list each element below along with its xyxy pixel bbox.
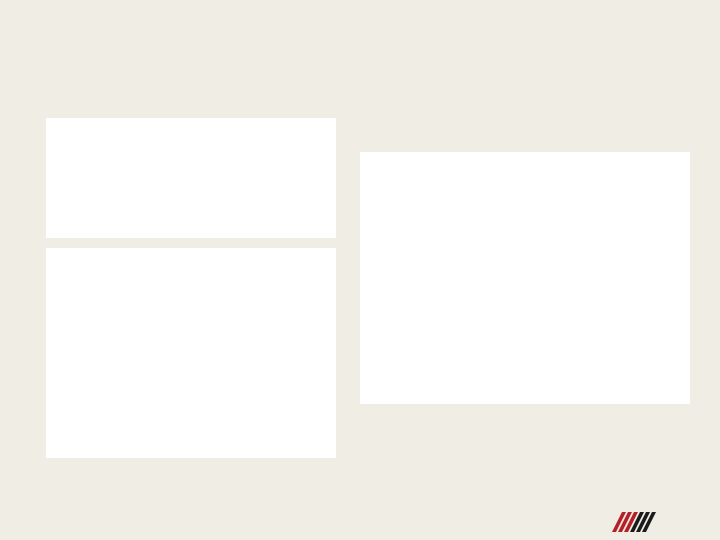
figure-bs-d-chart (46, 248, 336, 458)
figure-src-diagram (360, 152, 690, 404)
footer (0, 506, 720, 530)
footer-logo-icon (612, 510, 660, 534)
footer-event (190, 516, 197, 530)
slide (0, 0, 720, 540)
figure-states (46, 118, 336, 238)
